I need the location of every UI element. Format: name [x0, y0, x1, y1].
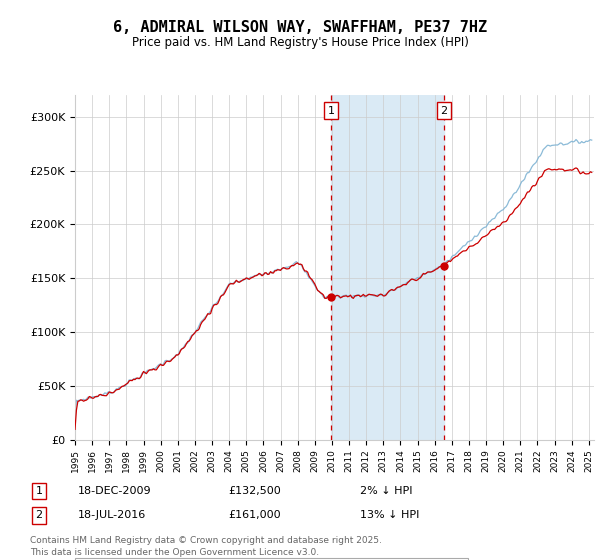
Text: £132,500: £132,500 [228, 486, 281, 496]
Text: Contains HM Land Registry data © Crown copyright and database right 2025.
This d: Contains HM Land Registry data © Crown c… [30, 536, 382, 557]
Text: 1: 1 [35, 486, 43, 496]
Text: 18-DEC-2009: 18-DEC-2009 [78, 486, 152, 496]
Text: 6, ADMIRAL WILSON WAY, SWAFFHAM, PE37 7HZ: 6, ADMIRAL WILSON WAY, SWAFFHAM, PE37 7H… [113, 20, 487, 35]
Text: 1: 1 [328, 105, 335, 115]
Bar [331, 95, 444, 440]
Text: £161,000: £161,000 [228, 510, 281, 520]
Text: 2% ↓ HPI: 2% ↓ HPI [360, 486, 413, 496]
Text: 2: 2 [440, 105, 448, 115]
Legend: 6, ADMIRAL WILSON WAY, SWAFFHAM, PE37 7HZ (semi-detached house), HPI: Average pr: 6, ADMIRAL WILSON WAY, SWAFFHAM, PE37 7H… [74, 558, 469, 560]
Text: 13% ↓ HPI: 13% ↓ HPI [360, 510, 419, 520]
Text: 2: 2 [35, 510, 43, 520]
Text: 18-JUL-2016: 18-JUL-2016 [78, 510, 146, 520]
Text: Price paid vs. HM Land Registry's House Price Index (HPI): Price paid vs. HM Land Registry's House … [131, 36, 469, 49]
